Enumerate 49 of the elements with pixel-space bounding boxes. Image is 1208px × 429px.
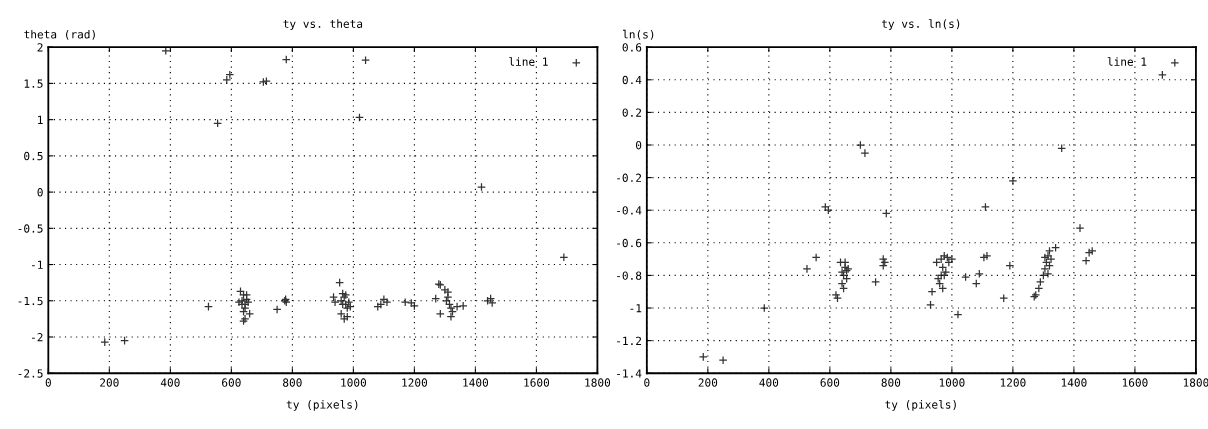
chart-title: ty vs. theta bbox=[283, 19, 363, 31]
x-tick-label: 400 bbox=[759, 378, 779, 387]
y-tick-label: -1.4 bbox=[617, 369, 642, 378]
x-tick-label: 800 bbox=[283, 378, 302, 387]
x-tick-label: 400 bbox=[160, 378, 180, 387]
legend-label: line 1 bbox=[509, 57, 548, 66]
y-tick-label: -0.8 bbox=[617, 271, 642, 280]
y-tick-label: 2 bbox=[37, 43, 43, 52]
x-tick-label: 200 bbox=[698, 378, 718, 387]
x-tick-label: 600 bbox=[222, 378, 241, 387]
y-tick-label: -2.5 bbox=[18, 369, 43, 378]
y-tick-label: 1.5 bbox=[24, 79, 43, 88]
x-tick-label: 1800 bbox=[1183, 378, 1208, 387]
x-tick-label: 0 bbox=[644, 378, 650, 387]
x-tick-label: 1800 bbox=[585, 378, 611, 387]
x-tick-label: 1600 bbox=[524, 378, 550, 387]
y-tick-label: 0.6 bbox=[622, 43, 642, 52]
y-tick-label: 0 bbox=[37, 188, 43, 197]
x-tick-label: 1000 bbox=[341, 378, 367, 387]
x-tick-label: 800 bbox=[881, 378, 901, 387]
y-tick-label: 0.2 bbox=[622, 108, 642, 117]
y-tick-label: -0.2 bbox=[617, 173, 642, 183]
y-tick-label: 1 bbox=[38, 115, 43, 124]
x-axis-title: ty (pixels) bbox=[286, 400, 358, 411]
y-tick-label: -0.6 bbox=[617, 238, 642, 248]
x-tick-label: 200 bbox=[100, 378, 119, 387]
x-tick-label: 1200 bbox=[402, 378, 428, 387]
x-tick-label: 1400 bbox=[1061, 378, 1087, 387]
y-tick-label: -0.5 bbox=[18, 224, 43, 233]
x-tick-label: 1400 bbox=[463, 378, 489, 387]
y-tick-label: -1.2 bbox=[617, 336, 642, 345]
x-tick-label: 1000 bbox=[939, 378, 965, 387]
y-axis-title: ln(s) bbox=[622, 29, 654, 40]
x-tick-label: 1600 bbox=[1122, 378, 1148, 387]
y-tick-label: 0.5 bbox=[24, 151, 43, 161]
y-tick-label: -2 bbox=[32, 333, 43, 342]
x-tick-label: 1200 bbox=[1000, 378, 1026, 387]
x-axis-title: ty (pixels) bbox=[885, 400, 956, 411]
x-tick-label: 0 bbox=[45, 378, 51, 387]
y-tick-label: -1.5 bbox=[18, 296, 43, 306]
y-tick-label: -0.4 bbox=[617, 206, 642, 215]
chart-title: ty vs. ln(s) bbox=[881, 19, 960, 31]
x-tick-label: 600 bbox=[820, 378, 840, 387]
y-tick-label: 0 bbox=[636, 141, 642, 150]
legend-label: line 1 bbox=[1107, 57, 1147, 66]
y-axis-title: theta (rad) bbox=[24, 29, 95, 40]
y-tick-label: 0.4 bbox=[622, 75, 642, 85]
y-tick-label: -1 bbox=[32, 260, 43, 269]
y-tick-label: -1 bbox=[630, 304, 642, 313]
